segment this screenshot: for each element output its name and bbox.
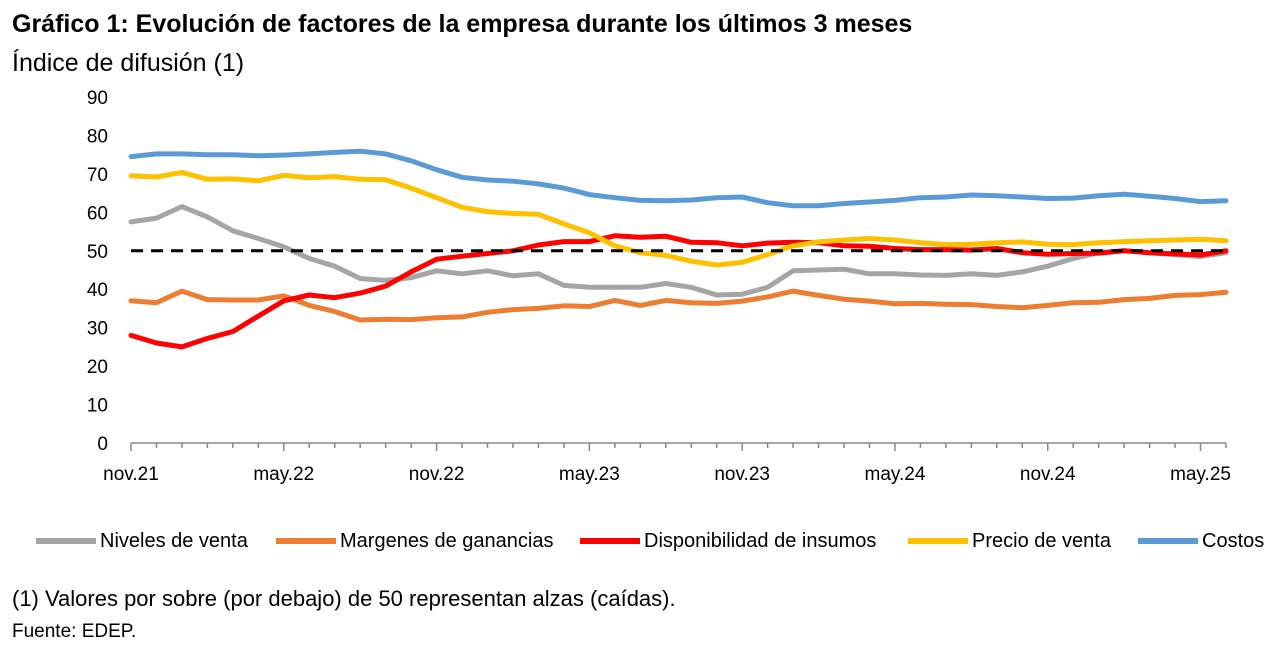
legend-label: Margenes de ganancias [340, 529, 554, 552]
chart-title: Gráfico 1: Evolución de factores de la e… [12, 10, 913, 38]
y-tick-label: 10 [87, 396, 108, 417]
x-tick-label: nov.22 [409, 464, 465, 485]
footnote: (1) Valores por sobre (por debajo) de 50… [12, 586, 676, 611]
legend-item: Disponibilidad de insumos [580, 526, 876, 556]
x-tick-label: nov.21 [103, 464, 159, 485]
x-tick-label: may.22 [253, 464, 314, 485]
x-tick-label: may.24 [865, 464, 926, 485]
y-tick-label: 30 [87, 319, 108, 340]
x-tick-label: may.23 [559, 464, 620, 485]
y-tick-label: 60 [87, 203, 108, 224]
series-line-disponibilidad-de-insumos [128, 233, 1229, 350]
y-axis-ticks: 0 10 20 30 40 50 60 70 80 90 [87, 88, 108, 455]
legend-swatch [36, 538, 96, 544]
y-tick-label: 90 [87, 88, 108, 109]
legend-swatch [1138, 538, 1198, 544]
series-lines [128, 148, 1229, 350]
legend-item: Precio de venta [908, 526, 1111, 556]
x-axis-ticks: nov.21 may.22 nov.22 may.23 nov.23 may.24 nov.… [103, 443, 1231, 485]
legend-item: Costos [1138, 526, 1264, 556]
series-line-precio-de-venta [128, 169, 1229, 268]
y-tick-label: 0 [97, 434, 108, 455]
legend-item: Niveles de venta [36, 526, 248, 556]
y-tick-label: 70 [87, 165, 108, 186]
legend-swatch [276, 538, 336, 544]
y-tick-label: 20 [87, 357, 108, 378]
y-tick-label: 80 [87, 126, 108, 147]
series-line-costos [128, 148, 1229, 209]
legend-swatch [908, 538, 968, 544]
x-tick-label: nov.24 [1020, 464, 1076, 485]
legend-label: Costos [1202, 529, 1265, 552]
y-tick-label: 40 [87, 280, 108, 301]
series-line-margenes-de-ganancias [128, 288, 1229, 323]
legend-swatch [580, 538, 640, 544]
chart-legend: Niveles de venta Margenes de ganancias Dis… [0, 526, 1276, 556]
legend-label: Disponibilidad de insumos [644, 529, 877, 552]
line-chart: 0 10 20 30 40 50 60 70 80 90 nov.21 may.22 nov.22 ma… [87, 88, 1231, 485]
legend-label: Niveles de venta [100, 529, 248, 552]
legend-label: Precio de venta [972, 529, 1111, 552]
x-tick-label: may.25 [1170, 464, 1231, 485]
source-text: Fuente: EDEP. [12, 621, 137, 642]
chart-subtitle: Índice de difusión (1) [12, 49, 245, 77]
legend-item: Margenes de ganancias [276, 526, 553, 556]
series-line-niveles-de-venta [128, 204, 1229, 298]
y-tick-label: 50 [87, 242, 108, 263]
x-tick-label: nov.23 [714, 464, 770, 485]
